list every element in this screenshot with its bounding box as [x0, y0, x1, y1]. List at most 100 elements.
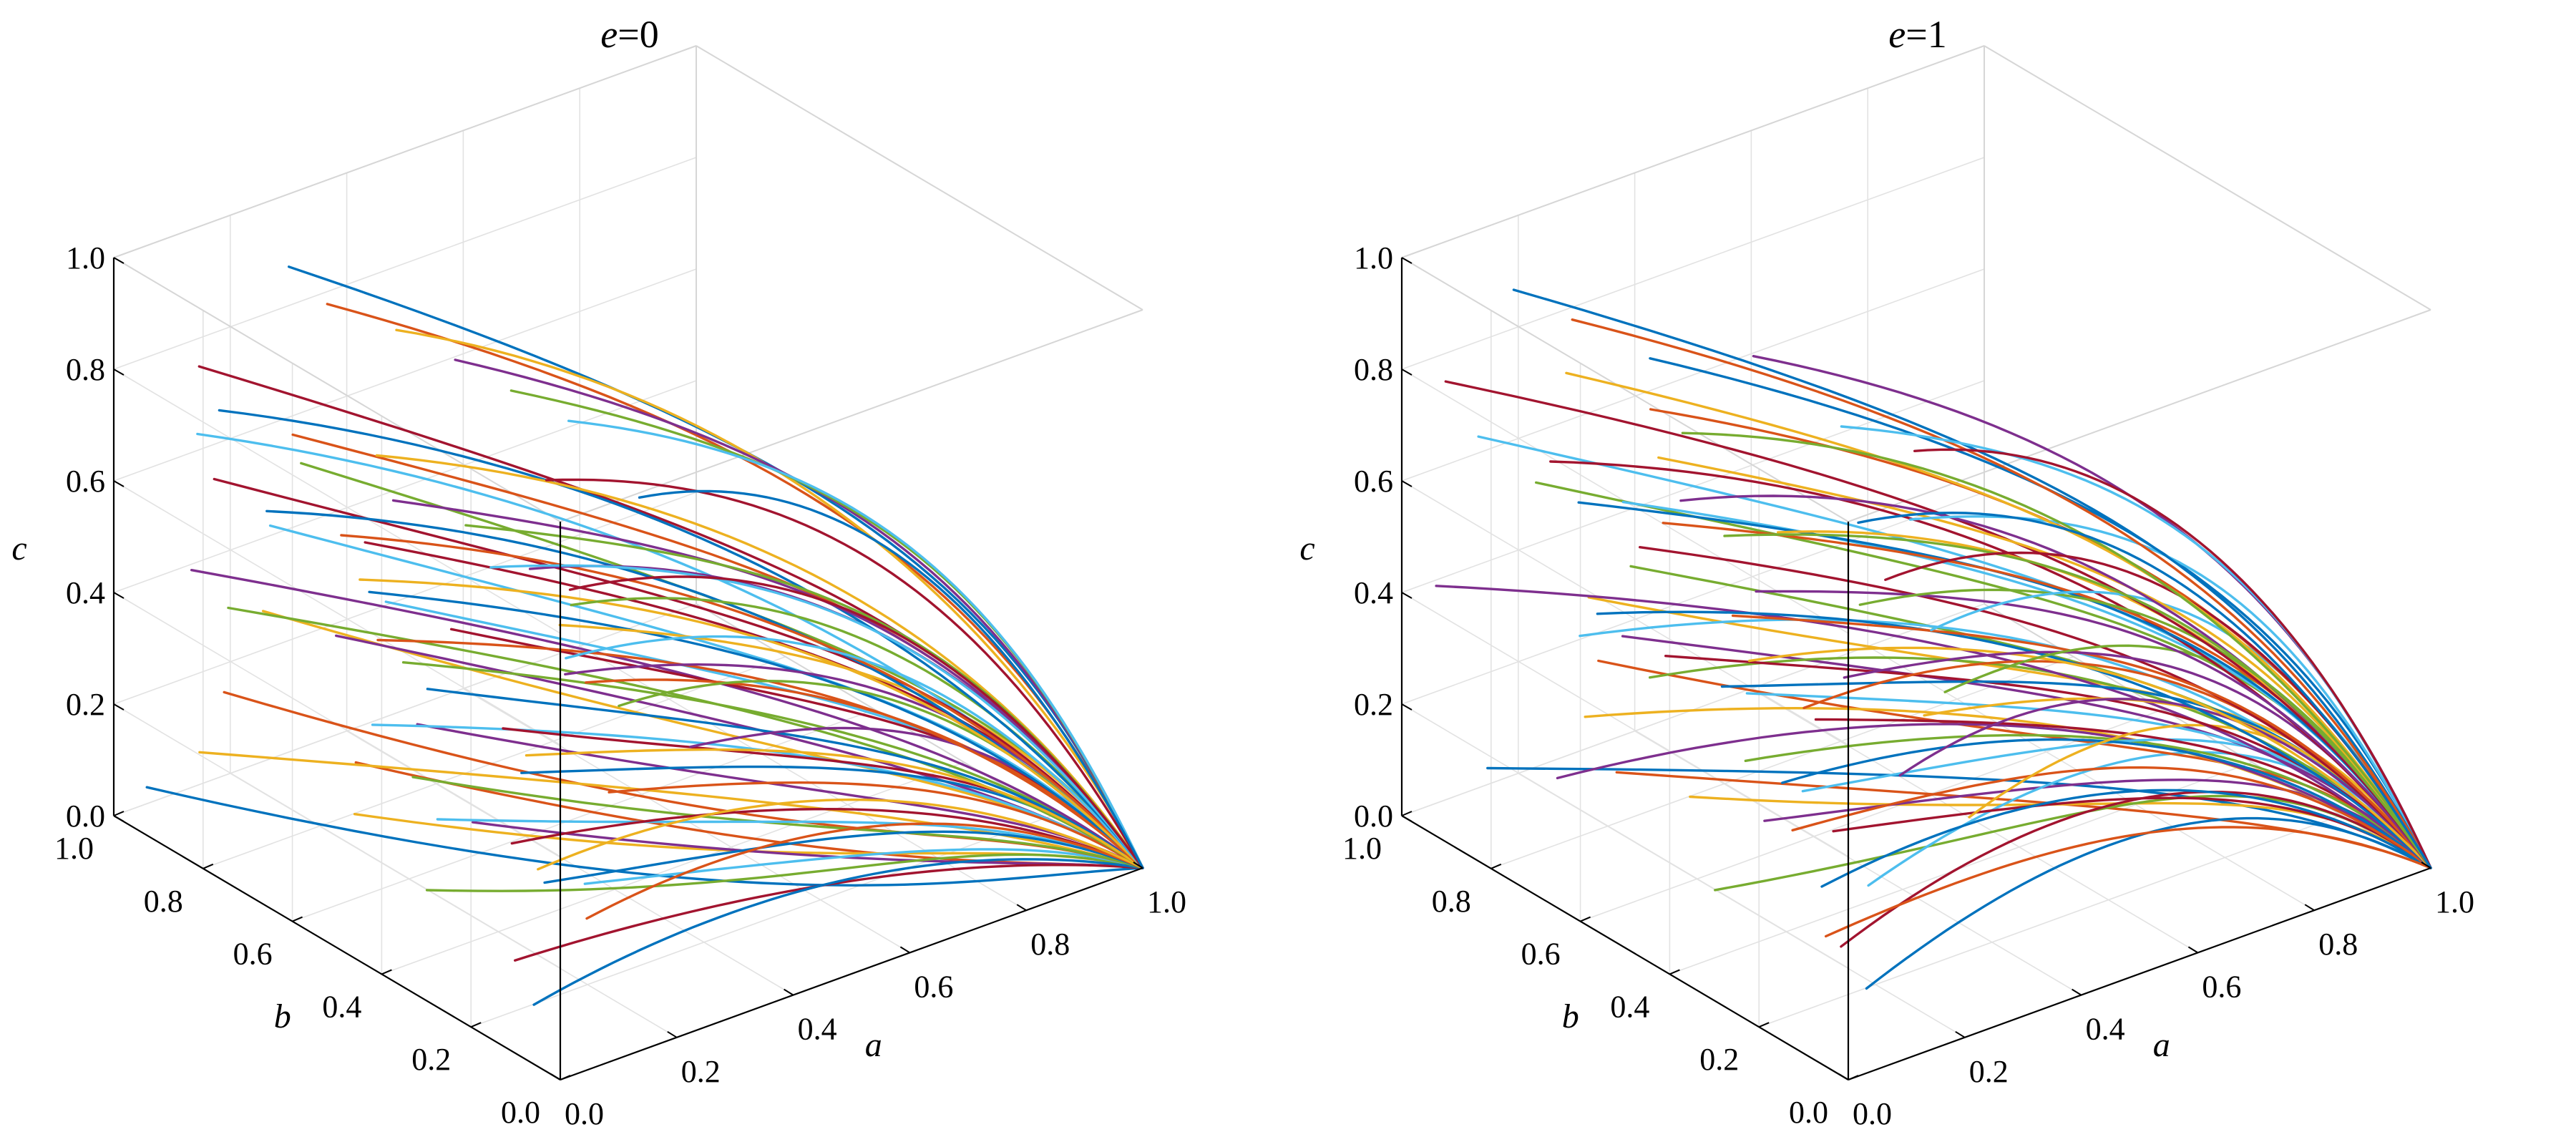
c-tick-label: 0.6 — [1354, 464, 1393, 499]
c-axis-label: c — [1299, 530, 1314, 567]
chart-title: e=1 — [1888, 13, 1946, 56]
trajectory-line — [545, 478, 1144, 869]
box-edge — [1401, 45, 1985, 258]
trajectory-line — [1898, 698, 2432, 869]
b-tick — [113, 811, 125, 816]
trajectory-line — [213, 477, 1144, 869]
trajectory-line — [1571, 318, 2432, 869]
panel-e0: 0.0 0.2 0.4 0.6 0.8 1.0 0.0 0.2 0.4 0.6 0.8 1.0 0.0 0… — [11, 13, 1186, 1131]
trajectory-line — [514, 864, 1144, 962]
c-tick-label: 0.0 — [1354, 799, 1393, 834]
box-edge — [696, 45, 1143, 311]
trajectory-line — [1840, 790, 2432, 948]
grid-line — [113, 380, 697, 593]
trajectory-line — [454, 358, 1144, 869]
trajectory-line — [583, 848, 1144, 885]
a-tick-label: 1.0 — [1147, 884, 1186, 919]
a-tick-label: 0.0 — [565, 1096, 604, 1131]
a-tick — [1133, 862, 1143, 869]
trajectory-line — [1913, 448, 2432, 869]
trajectory-line — [1858, 588, 2432, 869]
a-tick-label: 0.4 — [2086, 1012, 2125, 1047]
chart-svg: 0.00.20.40.60.81.00.00.20.40.60.81.00.00… — [1299, 13, 2474, 1131]
trajectory-line — [1435, 585, 2432, 869]
trajectory-line — [585, 822, 1144, 920]
trajectory-line — [368, 590, 1144, 869]
trajectory-line — [395, 328, 1144, 869]
trajectory-line — [1556, 723, 2432, 869]
trajectory-line — [1748, 646, 2432, 869]
a-tick — [899, 946, 910, 954]
trajectory-line — [1723, 533, 2432, 869]
a-axis-line — [1848, 867, 2431, 1081]
trajectory-line — [198, 751, 1144, 869]
trajectory-line — [543, 830, 1144, 884]
trajectory-line — [638, 489, 1144, 869]
trajectory-line — [1744, 733, 2432, 869]
chart-svg: 0.00.20.40.60.81.00.00.20.40.60.81.00.00… — [11, 13, 1186, 1131]
c-tick-label: 0.2 — [1354, 687, 1393, 722]
c-tick — [1401, 592, 1413, 599]
axes: 0.00.20.40.60.81.00.00.20.40.60.81.00.00… — [11, 240, 1186, 1131]
trajectory-line — [1857, 511, 2432, 869]
trajectory-line — [1865, 816, 2432, 990]
trajectory-line — [565, 635, 1144, 869]
b-tick-label: 0.0 — [501, 1095, 540, 1130]
a-tick-label: 0.0 — [1853, 1096, 1892, 1131]
trajectory-line — [1824, 826, 2432, 938]
c-tick — [1401, 369, 1413, 376]
c-tick-label: 0.4 — [1354, 575, 1393, 610]
c-tick — [113, 480, 125, 487]
trajectories — [1435, 288, 2432, 990]
grid-line — [1401, 268, 1985, 482]
a-tick — [2072, 988, 2082, 996]
trajectory-line — [1763, 779, 2432, 869]
a-tick — [550, 1073, 561, 1080]
trajectory-line — [1512, 288, 2432, 869]
chart-title: e=0 — [600, 13, 658, 56]
grid-line — [113, 480, 561, 746]
c-tick — [1401, 815, 1413, 822]
trajectory-line — [537, 798, 1144, 871]
b-tick — [1669, 969, 1680, 975]
b-tick — [203, 863, 214, 869]
trajectory-line — [525, 748, 1144, 869]
a-tick-label: 0.4 — [798, 1012, 837, 1047]
trajectories — [145, 265, 1144, 1006]
box-edge — [1401, 257, 1849, 522]
grid-line — [113, 157, 697, 370]
c-tick — [113, 369, 125, 376]
trajectory-line — [532, 858, 1144, 1006]
trajectory-line — [411, 776, 1144, 869]
trajectory-line — [1791, 766, 2432, 869]
a-tick — [784, 988, 794, 996]
c-tick — [113, 592, 125, 599]
b-tick-label: 0.0 — [1789, 1095, 1828, 1130]
b-tick — [381, 969, 392, 975]
trajectory-line — [190, 569, 1144, 869]
c-tick — [1401, 703, 1413, 711]
trajectory-line — [1820, 789, 2432, 888]
box-edge — [113, 257, 561, 522]
trajectory-line — [227, 606, 1144, 869]
c-tick — [1401, 480, 1413, 487]
b-tick — [1491, 863, 1502, 869]
b-axis-label: b — [1562, 997, 1579, 1035]
c-tick — [113, 815, 125, 822]
grid-line — [1580, 708, 2163, 922]
c-tick-label: 0.4 — [66, 575, 105, 610]
grid-line — [1401, 157, 1985, 370]
a-tick — [2187, 946, 2198, 954]
grid-line — [1401, 492, 1985, 705]
b-tick-label: 0.6 — [1521, 937, 1561, 972]
a-tick-label: 0.6 — [2202, 969, 2241, 1004]
b-tick-label: 0.2 — [411, 1042, 451, 1077]
grid-line — [1758, 814, 2342, 1028]
grid-line — [1867, 645, 2315, 911]
b-tick — [292, 916, 303, 922]
b-tick-label: 0.4 — [322, 989, 361, 1024]
box-edge — [113, 45, 697, 258]
grid-line — [113, 492, 697, 705]
trajectory-line — [608, 781, 1144, 869]
